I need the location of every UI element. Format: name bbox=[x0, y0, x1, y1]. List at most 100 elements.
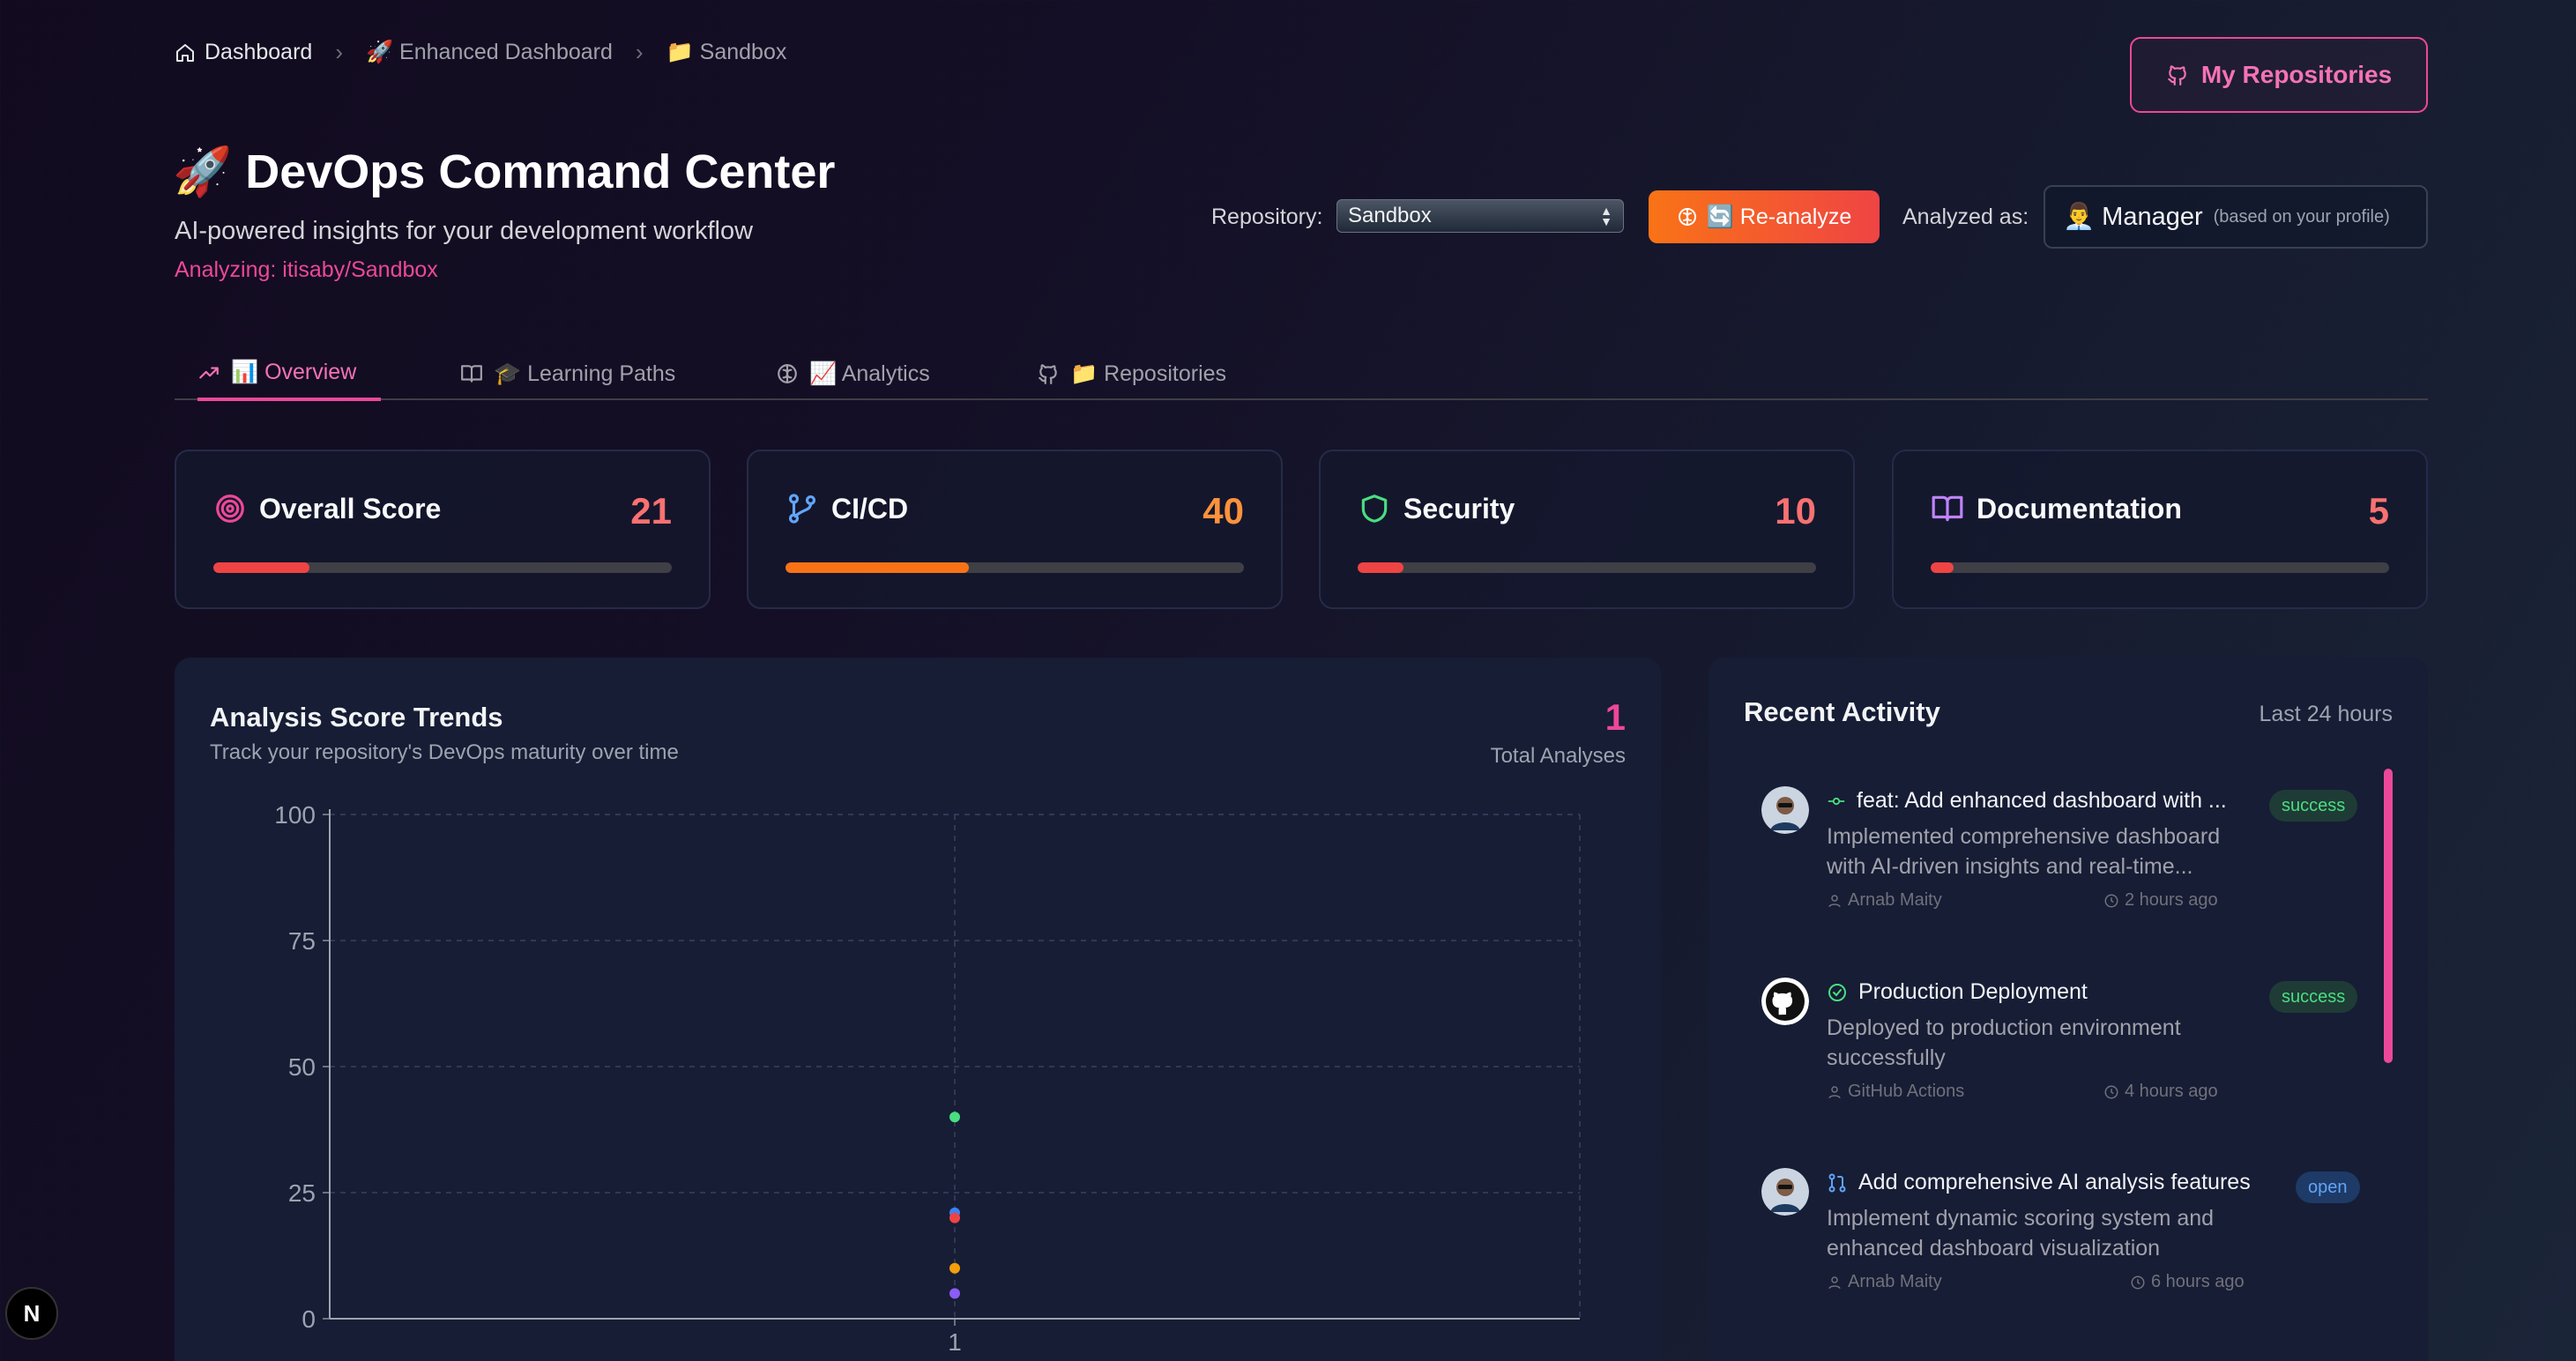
activity-title-row: feat: Add enhanced dashboard with ... bbox=[1827, 788, 2227, 814]
y-tick-label: 50 bbox=[288, 1053, 316, 1081]
activity-scrollbar[interactable] bbox=[2384, 769, 2393, 1063]
tab-repositories[interactable]: 📁 Repositories bbox=[1037, 347, 1226, 400]
activity-description-line: Implemented comprehensive dashboard bbox=[1827, 824, 2221, 849]
recent-activity-title: Recent Activity bbox=[1744, 696, 1940, 727]
page-subtitle: AI-powered insights for your development… bbox=[175, 217, 754, 245]
breadcrumb-enhanced[interactable]: 🚀 Enhanced Dashboard bbox=[366, 40, 613, 65]
breadcrumb-dashboard[interactable]: Dashboard bbox=[175, 40, 312, 65]
score-progress-fill bbox=[1931, 562, 1954, 573]
repository-label: Repository: bbox=[1211, 205, 1323, 229]
activity-title-row: Production Deployment bbox=[1827, 979, 2088, 1005]
activity-author-name: Arnab Maity bbox=[1848, 890, 1942, 910]
status-badge: success bbox=[2269, 790, 2358, 822]
analyzed-as-label: Analyzed as: bbox=[1902, 205, 2029, 229]
page-title: 🚀 DevOps Command Center bbox=[173, 145, 836, 198]
avatar bbox=[1761, 786, 1809, 834]
brain-icon bbox=[778, 364, 797, 383]
total-analyses-label: Total Analyses bbox=[1490, 744, 1626, 768]
role-hint: (based on your profile) bbox=[2213, 206, 2390, 227]
activity-description-line: Implement dynamic scoring system and bbox=[1827, 1206, 2215, 1231]
score-card-head: Documentation bbox=[1931, 492, 2182, 525]
brain-icon bbox=[1678, 208, 1696, 226]
score-progress-track bbox=[1358, 562, 1816, 573]
tab-overview[interactable]: 📊 Overview bbox=[197, 347, 382, 401]
trend-chart: 0 25 50 75 100 1 bbox=[274, 801, 1581, 1356]
github-icon bbox=[2168, 65, 2186, 86]
book-open-icon bbox=[1932, 495, 1963, 522]
activity-author-name: Arnab Maity bbox=[1848, 1272, 1942, 1291]
breadcrumb-enhanced-label: 🚀 Enhanced Dashboard bbox=[365, 40, 613, 64]
breadcrumb-current-label: 📁 Sandbox bbox=[666, 40, 787, 64]
chevron-right-icon: › bbox=[335, 39, 343, 65]
activity-description-line: Deployed to production environment bbox=[1827, 1015, 2181, 1040]
activity-author-name: GitHub Actions bbox=[1848, 1082, 1965, 1101]
clock-icon bbox=[2131, 1275, 2145, 1289]
reanalyze-label: 🔄 Re-analyze bbox=[1706, 204, 1852, 229]
activity-title-row: Add comprehensive AI analysis features bbox=[1827, 1170, 2251, 1195]
user-icon bbox=[1828, 1085, 1841, 1098]
trends-subtitle: Track your repository's DevOps maturity … bbox=[210, 740, 679, 764]
activity-item[interactable]: Add comprehensive AI analysis features o… bbox=[1761, 1168, 2361, 1318]
score-progress-track bbox=[213, 562, 672, 573]
activity-author: GitHub Actions bbox=[1827, 1082, 1964, 1102]
score-card-value: 10 bbox=[1775, 490, 1816, 532]
activity-time-value: 6 hours ago bbox=[2151, 1272, 2245, 1291]
activity-item[interactable]: feat: Add enhanced dashboard with ... su… bbox=[1761, 786, 2361, 936]
activity-time: 6 hours ago bbox=[2130, 1272, 2245, 1292]
select-arrows-icon: ▲ ▼ bbox=[1600, 204, 1612, 228]
role-indicator: 👨‍💼 Manager (based on your profile) bbox=[2044, 185, 2428, 249]
devtools-button[interactable]: N bbox=[5, 1287, 58, 1340]
reanalyze-button[interactable]: 🔄 Re-analyze bbox=[1649, 190, 1880, 243]
activity-description: Implemented comprehensive dashboard with… bbox=[1827, 822, 2250, 881]
status-badge: open bbox=[2296, 1171, 2360, 1203]
shield-icon bbox=[1361, 495, 1388, 523]
activity-description: Implement dynamic scoring system and enh… bbox=[1827, 1203, 2250, 1263]
user-icon bbox=[1828, 1275, 1841, 1289]
activity-description: Deployed to production environment succe… bbox=[1827, 1013, 2250, 1073]
score-card-cicd: CI/CD 40 bbox=[747, 450, 1283, 609]
score-card-value: 21 bbox=[630, 490, 672, 532]
tab-learning-paths[interactable]: 🎓 Learning Paths bbox=[460, 347, 675, 400]
y-tick-label: 100 bbox=[274, 801, 316, 829]
activity-description-line: enhanced dashboard visualization bbox=[1827, 1236, 2161, 1261]
recent-activity-panel: Recent Activity Last 24 hours feat: Add … bbox=[1709, 658, 2428, 1361]
repository-select[interactable]: Sandbox ▲ ▼ bbox=[1336, 199, 1624, 233]
my-repositories-button[interactable]: My Repositories bbox=[2130, 37, 2428, 113]
github-icon bbox=[1039, 364, 1057, 384]
tab-bar: 📊 Overview 🎓 Learning Paths 📈 Analytics … bbox=[175, 347, 2428, 401]
activity-title: Production Deployment bbox=[1858, 979, 2088, 1004]
tab-analytics-label: 📈 Analytics bbox=[809, 361, 930, 386]
repository-select-value: Sandbox bbox=[1348, 204, 1432, 227]
trending-up-icon bbox=[199, 367, 219, 378]
tab-analytics[interactable]: 📈 Analytics bbox=[776, 347, 930, 400]
y-tick-label: 25 bbox=[288, 1179, 316, 1207]
recent-activity-range: Last 24 hours bbox=[2259, 702, 2394, 726]
breadcrumb: Dashboard › 🚀 Enhanced Dashboard › 📁 San… bbox=[175, 39, 786, 66]
activity-item[interactable]: Production Deployment success Deployed t… bbox=[1761, 978, 2361, 1127]
activity-author: Arnab Maity bbox=[1827, 890, 1942, 911]
avatar bbox=[1761, 978, 1809, 1025]
git-branch-icon bbox=[788, 494, 816, 524]
activity-description-line: with AI-driven insights and real-time... bbox=[1827, 854, 2193, 879]
score-card-value: 5 bbox=[2368, 490, 2389, 532]
check-circle-icon bbox=[1828, 983, 1846, 1001]
clock-icon bbox=[2104, 894, 2118, 907]
score-progress-fill bbox=[1358, 562, 1403, 573]
score-progress-track bbox=[785, 562, 1244, 573]
breadcrumb-dashboard-label: Dashboard bbox=[205, 40, 313, 64]
score-card-head: Overall Score bbox=[213, 492, 441, 525]
trends-title: Analysis Score Trends bbox=[210, 702, 503, 733]
avatar bbox=[1761, 1168, 1809, 1216]
activity-time-value: 4 hours ago bbox=[2125, 1082, 2218, 1101]
role-value: 👨‍💼 Manager bbox=[2063, 203, 2203, 231]
git-commit-icon bbox=[1828, 797, 1845, 805]
data-point bbox=[949, 1288, 960, 1299]
trends-panel: Analysis Score Trends Track your reposit… bbox=[175, 658, 1661, 1361]
score-card-overall: Overall Score 21 bbox=[175, 450, 711, 609]
activity-title: Add comprehensive AI analysis features bbox=[1858, 1170, 2251, 1194]
activity-time: 2 hours ago bbox=[2103, 890, 2218, 911]
chevron-right-icon: › bbox=[635, 39, 644, 65]
user-icon bbox=[1828, 894, 1841, 907]
activity-author: Arnab Maity bbox=[1827, 1272, 1942, 1292]
activity-time: 4 hours ago bbox=[2103, 1082, 2218, 1102]
